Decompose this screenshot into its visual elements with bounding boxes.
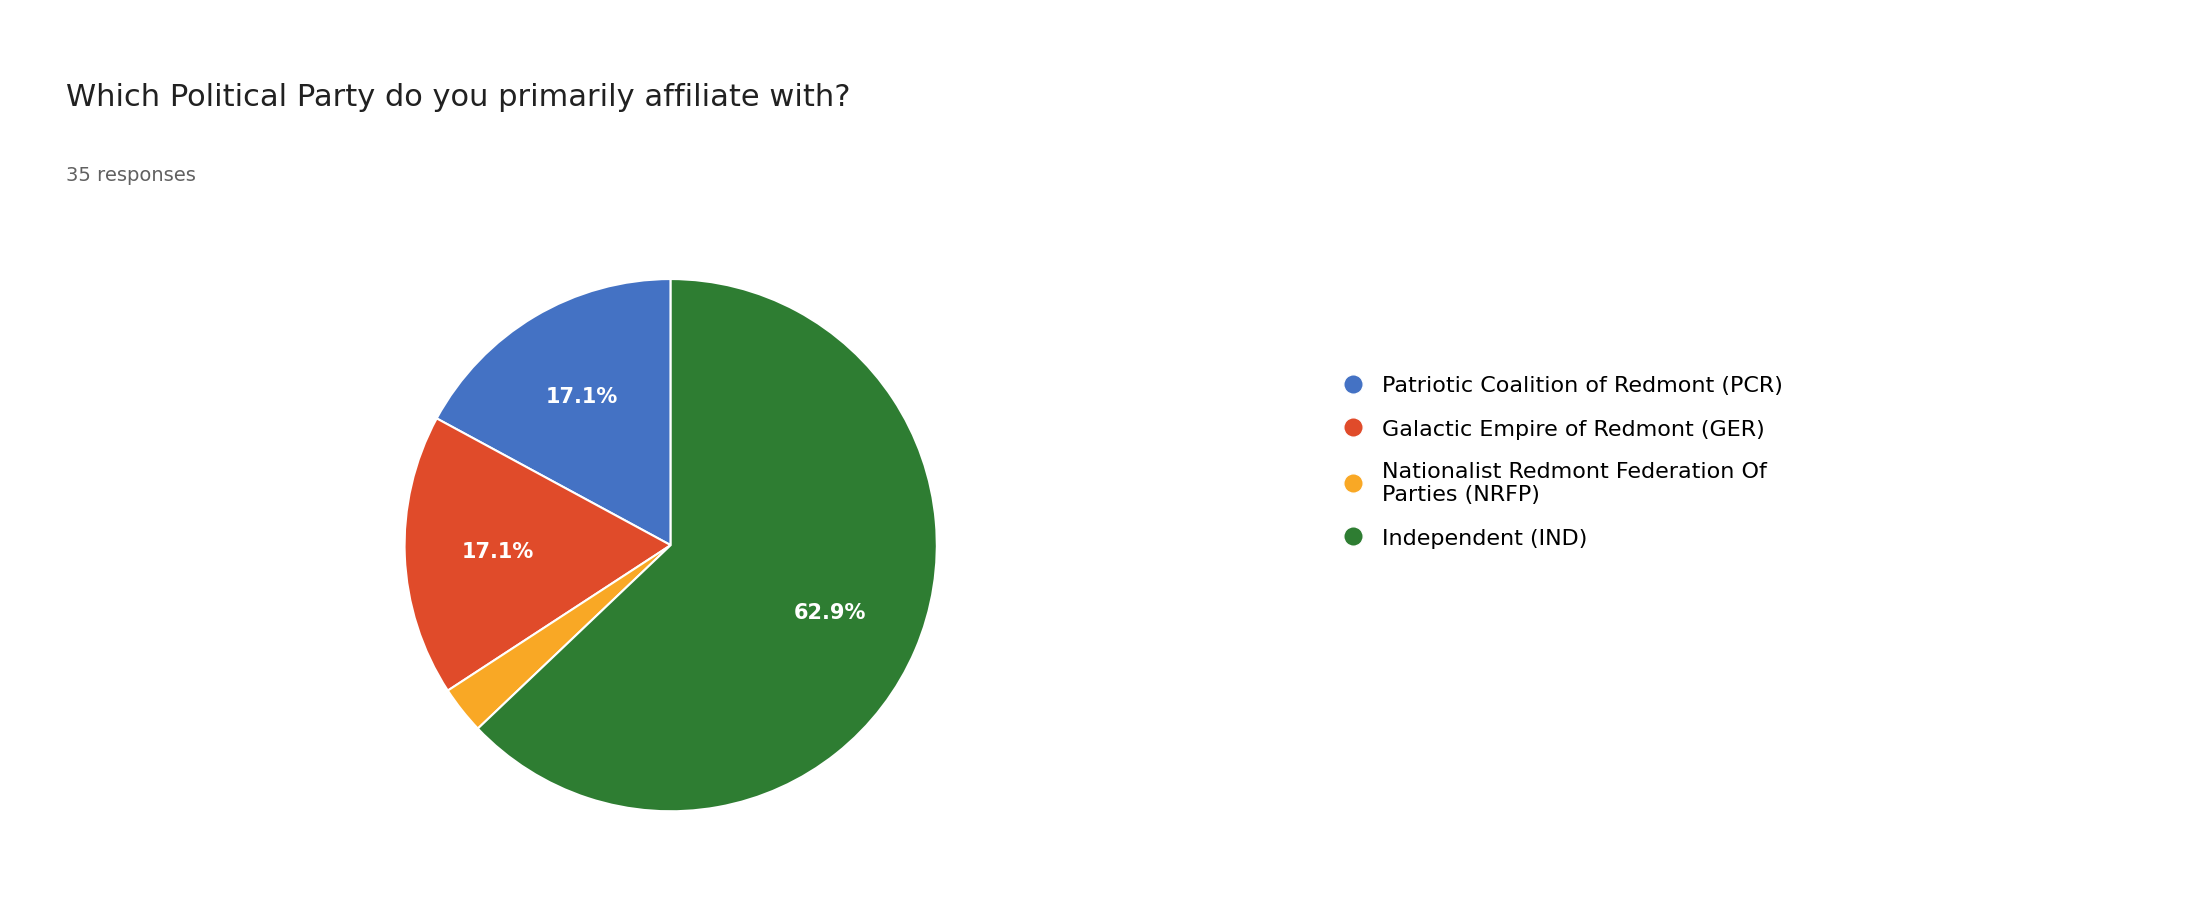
Wedge shape — [438, 279, 671, 545]
Text: 17.1%: 17.1% — [545, 386, 618, 407]
Wedge shape — [405, 419, 671, 690]
Legend: Patriotic Coalition of Redmont (PCR), Galactic Empire of Redmont (GER), National: Patriotic Coalition of Redmont (PCR), Ga… — [1330, 364, 1794, 560]
Text: 35 responses: 35 responses — [66, 166, 196, 186]
Text: Which Political Party do you primarily affiliate with?: Which Political Party do you primarily a… — [66, 83, 851, 112]
Text: 17.1%: 17.1% — [462, 542, 534, 562]
Text: 62.9%: 62.9% — [794, 603, 866, 624]
Wedge shape — [477, 279, 937, 811]
Wedge shape — [449, 545, 671, 728]
